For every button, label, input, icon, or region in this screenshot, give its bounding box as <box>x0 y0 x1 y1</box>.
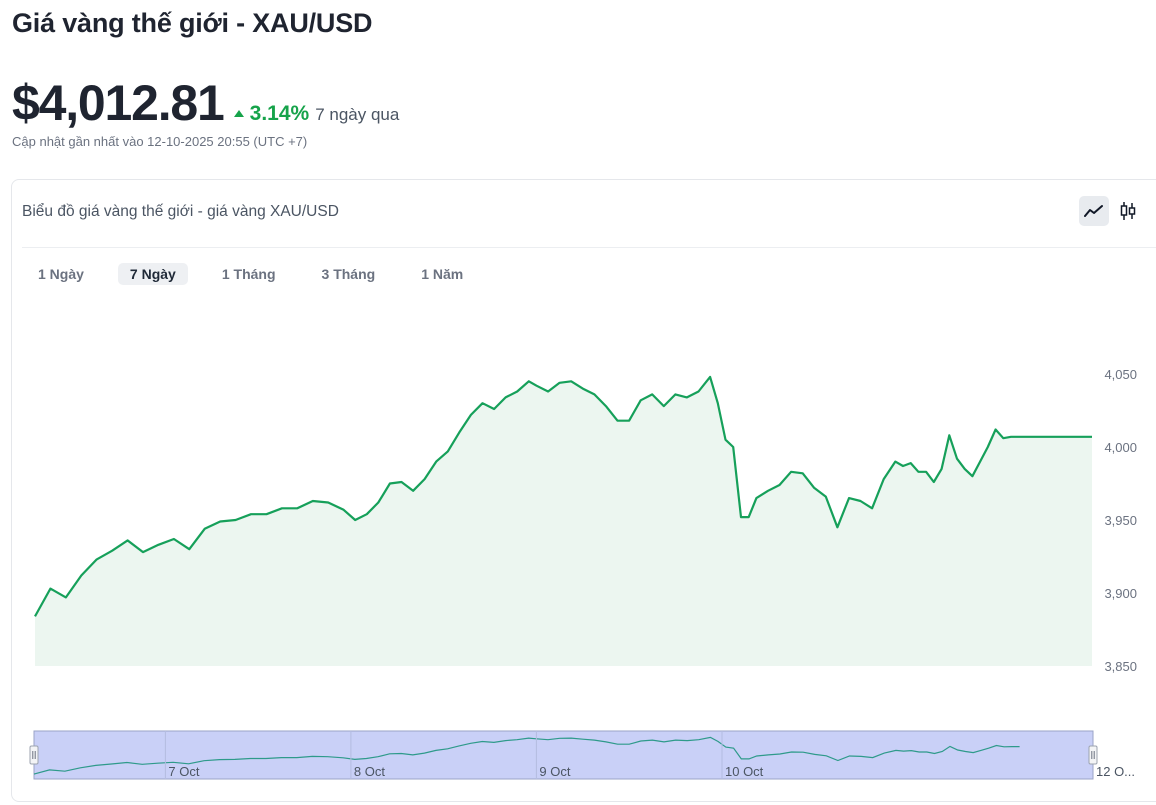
change-percent: 3.14% <box>249 102 310 125</box>
navigator-label: 12 O... <box>1096 764 1135 779</box>
line-chart-icon <box>1084 205 1103 217</box>
navigator-label: 10 Oct <box>725 764 764 779</box>
handle-body <box>29 745 39 765</box>
navigator-line <box>33 736 1020 775</box>
navigator-label: 8 Oct <box>354 764 385 779</box>
change-period: 7 ngày qua <box>315 105 400 124</box>
line-chart-button[interactable] <box>1079 196 1109 226</box>
last-updated: Cập nhật gần nhất vào 12-10-2025 20:55 (… <box>12 134 308 149</box>
arrow-up-icon <box>233 110 244 117</box>
range-tab-1-month[interactable]: 1 Tháng <box>221 266 276 282</box>
price-area <box>35 376 1092 666</box>
price-row: $4,012.81 3.14% 7 ngày qua <box>12 74 399 132</box>
range-tab-1-day[interactable]: 1 Ngày <box>38 266 84 282</box>
y-tick-label: 3,850 <box>1104 659 1137 674</box>
y-tick-label: 4,000 <box>1104 440 1137 455</box>
candlestick-icon <box>1120 202 1136 220</box>
range-tab-1-year[interactable]: 1 Năm <box>421 266 464 282</box>
page-title: Giá vàng thế giới - XAU/USD <box>12 8 373 38</box>
navigator-label: 7 Oct <box>168 764 199 779</box>
navigator-right-handle[interactable] <box>1088 745 1098 765</box>
chart-card: Biểu đồ giá vàng thế giới - giá vàng XAU… <box>11 179 1156 802</box>
current-price: $4,012.81 <box>12 75 225 131</box>
y-tick-label: 3,900 <box>1104 586 1137 601</box>
range-tab-3-months[interactable]: 3 Tháng <box>321 266 376 282</box>
y-tick-label: 4,050 <box>1104 367 1137 382</box>
range-tabs: 1 Ngày 7 Ngày 1 Tháng 3 Tháng 1 Năm <box>26 263 497 285</box>
candlestick-button[interactable] <box>1113 196 1143 226</box>
navigator-label: 9 Oct <box>539 764 570 779</box>
card-divider <box>22 247 1156 248</box>
handle-body <box>1088 745 1098 765</box>
navigator-left-handle[interactable] <box>29 745 39 765</box>
y-tick-label: 3,950 <box>1104 513 1137 528</box>
range-tab-7-days[interactable]: 7 Ngày <box>117 263 188 285</box>
price-line <box>34 375 1092 617</box>
chart-title: Biểu đồ giá vàng thế giới - giá vàng XAU… <box>22 203 339 220</box>
